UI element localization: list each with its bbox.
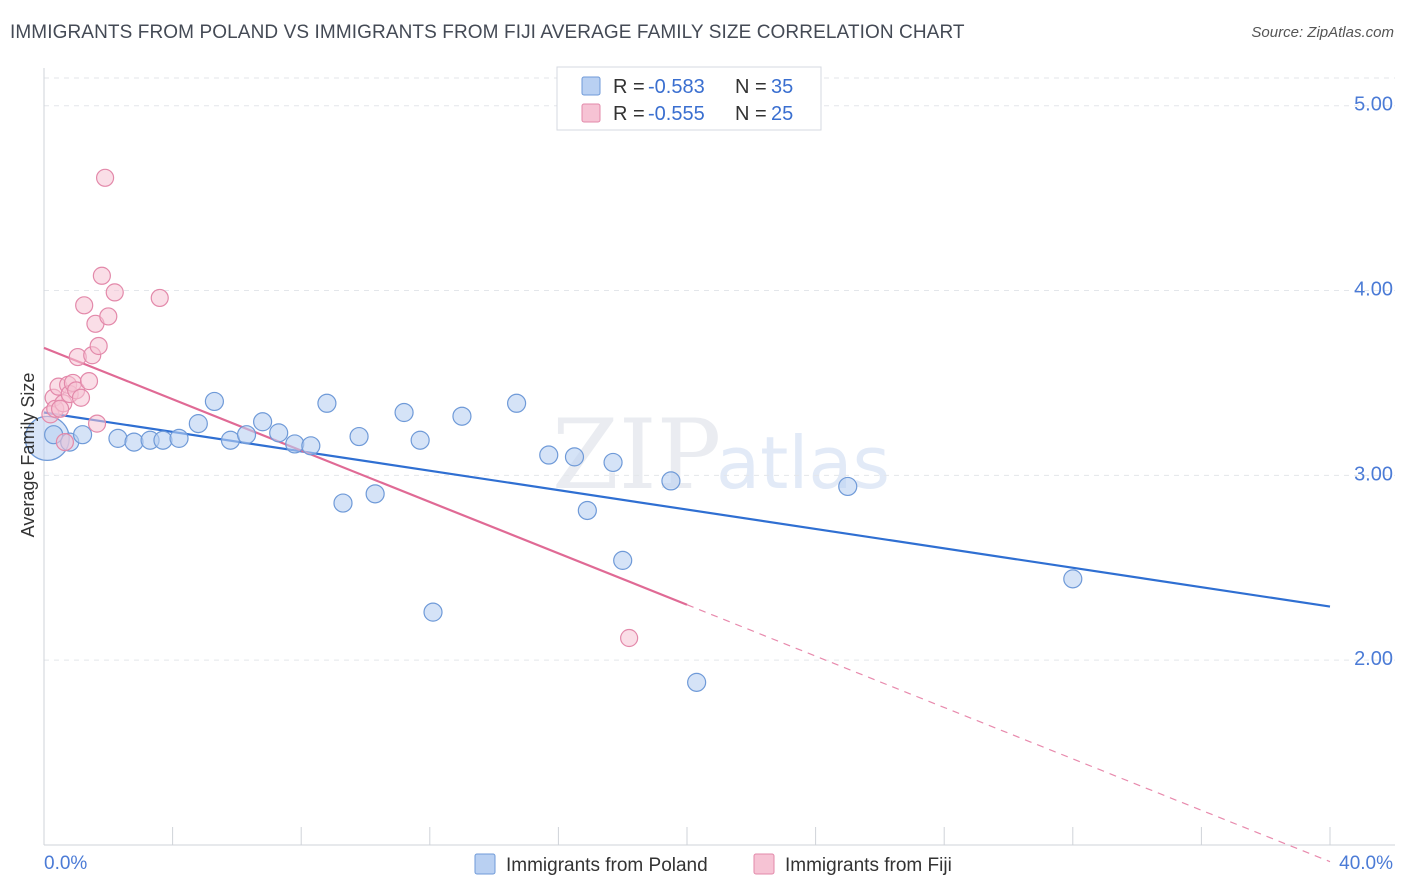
x-tick-label-min: 0.0% bbox=[44, 853, 87, 874]
legend-swatch-fiji bbox=[581, 103, 601, 123]
y-tick-label: 2.00 bbox=[1354, 648, 1393, 670]
point-poland bbox=[153, 430, 173, 450]
point-poland bbox=[394, 402, 414, 423]
data-points bbox=[24, 168, 1083, 692]
source-link[interactable]: ZipAtlas.com bbox=[1307, 24, 1394, 41]
point-poland bbox=[124, 432, 144, 452]
point-poland bbox=[72, 425, 93, 445]
x-tick-labels: 0.0% 40.0% bbox=[44, 853, 1393, 874]
source-prefix: Source: bbox=[1251, 24, 1304, 41]
point-fiji bbox=[79, 372, 99, 391]
point-poland bbox=[1063, 569, 1083, 589]
point-poland bbox=[285, 434, 305, 454]
correlation-legend: R = -0.583 N = 35 R = -0.555 N = 25 bbox=[556, 66, 822, 131]
point-poland bbox=[564, 447, 585, 467]
point-poland bbox=[317, 393, 337, 413]
y-tick-label: 4.00 bbox=[1354, 279, 1393, 301]
point-fiji bbox=[87, 414, 107, 433]
legend-n-value-poland: 35 bbox=[771, 76, 793, 98]
point-fiji bbox=[150, 288, 169, 308]
legend-swatch-poland bbox=[581, 76, 601, 96]
point-fiji bbox=[89, 336, 108, 356]
series-legend-label-poland[interactable]: Immigrants from Poland bbox=[506, 855, 708, 876]
point-poland bbox=[188, 414, 208, 434]
watermark-atlas: atlas bbox=[716, 421, 890, 505]
point-poland bbox=[204, 391, 224, 412]
point-poland bbox=[333, 493, 353, 513]
series-legend: Immigrants from Poland Immigrants from F… bbox=[474, 853, 952, 876]
y-tick-label: 3.00 bbox=[1354, 463, 1393, 485]
point-poland bbox=[410, 430, 430, 450]
point-poland bbox=[269, 423, 289, 443]
point-fiji bbox=[50, 399, 70, 418]
chart-title: IMMIGRANTS FROM POLAND VS IMMIGRANTS FRO… bbox=[10, 22, 965, 43]
legend-n-label-fiji: N = bbox=[735, 103, 767, 125]
legend-r-label-poland: R = bbox=[613, 76, 645, 98]
point-fiji bbox=[92, 266, 111, 285]
legend-n-value-fiji: 25 bbox=[771, 103, 793, 125]
legend-r-value-fiji: -0.555 bbox=[648, 103, 705, 125]
point-fiji bbox=[620, 628, 639, 648]
y-axis-label: Average Family Size bbox=[18, 373, 38, 538]
series-legend-label-fiji[interactable]: Immigrants from Fiji bbox=[785, 855, 952, 876]
point-poland bbox=[577, 500, 597, 521]
point-poland bbox=[452, 406, 472, 426]
gridlines bbox=[44, 77, 1395, 661]
point-poland bbox=[423, 602, 443, 622]
point-poland bbox=[108, 428, 128, 448]
y-tick-labels: 2.00 3.00 4.00 5.00 bbox=[1354, 94, 1393, 670]
point-poland bbox=[169, 428, 189, 448]
point-poland bbox=[539, 445, 559, 465]
point-poland bbox=[253, 412, 273, 432]
source-credit: Source: ZipAtlas.com bbox=[1251, 24, 1394, 41]
point-fiji bbox=[55, 432, 74, 452]
point-poland bbox=[687, 672, 707, 692]
point-poland bbox=[603, 452, 623, 473]
point-fiji bbox=[105, 283, 124, 302]
point-fiji bbox=[95, 168, 115, 187]
series-legend-swatch-poland[interactable] bbox=[474, 853, 496, 875]
point-poland bbox=[613, 550, 633, 570]
legend-r-value-poland: -0.583 bbox=[648, 76, 705, 98]
point-poland bbox=[236, 425, 257, 445]
point-fiji bbox=[75, 296, 94, 315]
legend-n-label-poland: N = bbox=[735, 76, 767, 98]
series-legend-swatch-fiji[interactable] bbox=[753, 853, 775, 875]
trend-lines bbox=[43, 346, 1331, 863]
legend-r-label-fiji: R = bbox=[613, 103, 645, 125]
point-poland bbox=[838, 476, 858, 497]
point-poland bbox=[507, 393, 527, 413]
x-tick-label-max: 40.0% bbox=[1339, 853, 1393, 874]
trend-line-poland bbox=[43, 411, 1331, 608]
point-poland bbox=[365, 484, 385, 504]
point-poland bbox=[661, 471, 681, 491]
point-fiji bbox=[71, 388, 91, 407]
y-tick-label: 5.00 bbox=[1354, 94, 1393, 116]
point-fiji bbox=[99, 307, 118, 326]
trend-line-fiji bbox=[43, 346, 688, 606]
trend-line-fiji-extension bbox=[686, 604, 1331, 863]
point-poland bbox=[301, 436, 321, 456]
point-poland bbox=[220, 430, 241, 450]
point-poland bbox=[349, 426, 369, 447]
